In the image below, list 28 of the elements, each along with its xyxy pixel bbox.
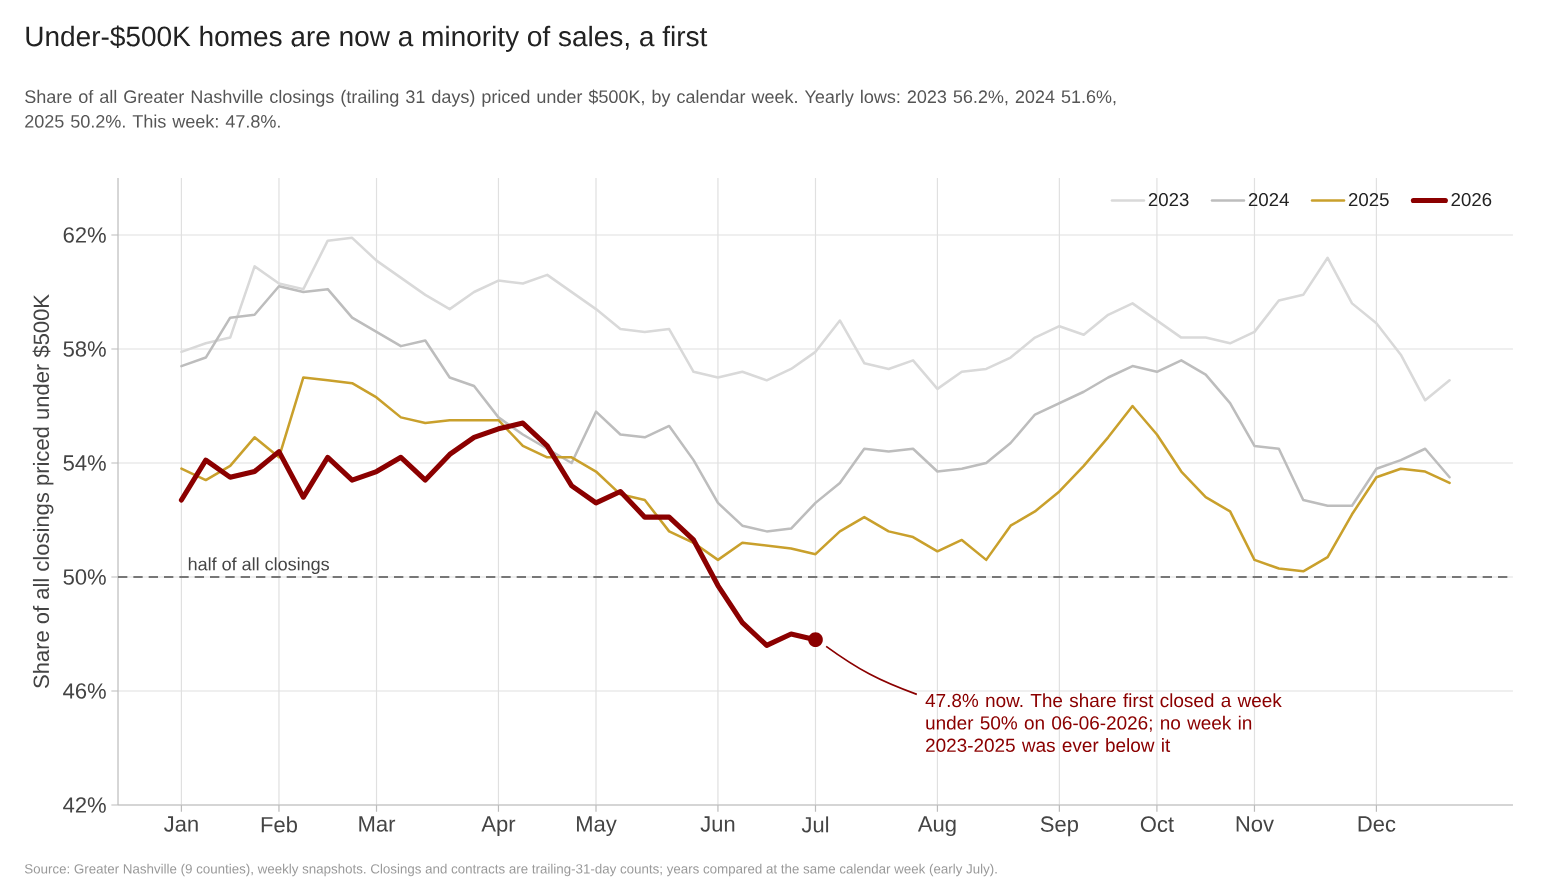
chart-title: Under-$500K homes are now a minority of sales, a first bbox=[26, 25, 708, 52]
legend-label: 2025 bbox=[1348, 192, 1389, 207]
legend-label: 2026 bbox=[1451, 192, 1492, 207]
x-tick-label: Aug bbox=[917, 816, 956, 837]
x-tick-label: Dec bbox=[1358, 816, 1396, 832]
ref-line-label: half of all closings bbox=[188, 557, 329, 575]
y-tick-label: 58% bbox=[63, 341, 106, 357]
y-axis-title: Share of all closings priced under $500K bbox=[32, 294, 54, 688]
annotation: 47.8% now. The share first closed a week under 50% on 06-06-2026; no week in 2023-2025 was ever below it bbox=[925, 693, 1282, 752]
x-tick-label: Feb bbox=[261, 816, 297, 833]
y-tick-label: 50% bbox=[63, 569, 106, 585]
x-tick-label: Apr bbox=[481, 816, 516, 837]
x-tick-label: Jan bbox=[164, 816, 198, 832]
x-tick-label: Mar bbox=[359, 816, 396, 832]
legend-label: 2024 bbox=[1248, 192, 1289, 207]
chart-subtitle: Share of all Greater Nashville closings (trailing 31 days) priced under $500K, by calendar week. Yearly lows: 2023 56.2%, 2024 51.6%, 2025 50.2%. This week: 47.8%. bbox=[25, 89, 1116, 128]
y-tick-label: 46% bbox=[63, 683, 106, 699]
x-tick-label: May bbox=[577, 816, 617, 837]
source-note: Source: Greater Nashville (9 counties), weekly snapshots. Closings and contracts are trailing-31-day counts; years compared at the same calendar week (early July). bbox=[24, 863, 997, 877]
y-tick-label: 62% bbox=[63, 227, 106, 243]
x-tick-label: Sep bbox=[1040, 816, 1079, 837]
y-tick-label: 54% bbox=[63, 455, 106, 471]
x-tick-label: Nov bbox=[1236, 816, 1274, 832]
x-tick-label: Jun bbox=[700, 816, 735, 832]
x-tick-label: Jul bbox=[801, 816, 829, 833]
legend-label: 2023 bbox=[1148, 192, 1189, 207]
y-tick-label: 42% bbox=[63, 797, 106, 813]
x-tick-label: Oct bbox=[1140, 816, 1174, 832]
